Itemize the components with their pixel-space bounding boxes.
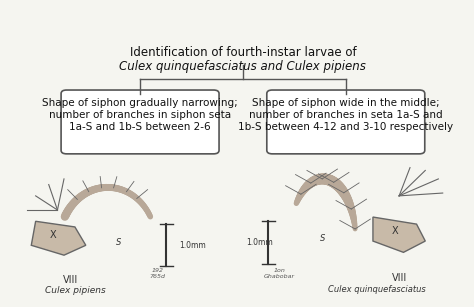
Text: S: S: [116, 238, 121, 247]
FancyBboxPatch shape: [61, 90, 219, 154]
Text: VIII: VIII: [392, 273, 407, 283]
Text: Culex quinquefasciatus and Culex pipiens: Culex quinquefasciatus and Culex pipiens: [119, 60, 366, 73]
Polygon shape: [373, 217, 425, 252]
Text: 1on
Ghabobar: 1on Ghabobar: [264, 268, 295, 279]
Text: 192
765d: 192 765d: [150, 268, 166, 279]
Text: Culex quinquefasciatus: Culex quinquefasciatus: [328, 285, 426, 294]
Text: 1.0mm: 1.0mm: [180, 241, 206, 250]
Text: Shape of siphon wide in the middle;
number of branches in seta 1a-S and
1b-S bet: Shape of siphon wide in the middle; numb…: [238, 98, 453, 131]
Text: Culex pipiens: Culex pipiens: [45, 286, 105, 295]
Polygon shape: [31, 221, 86, 255]
Text: VIII: VIII: [63, 275, 78, 286]
Text: Shape of siphon gradually narrowing;
number of branches in siphon seta
1a-S and : Shape of siphon gradually narrowing; num…: [42, 98, 238, 131]
Text: 1.0mm: 1.0mm: [246, 238, 273, 247]
Text: Identification of fourth-instar larvae of: Identification of fourth-instar larvae o…: [129, 46, 356, 59]
FancyBboxPatch shape: [267, 90, 425, 154]
Text: S: S: [320, 234, 326, 243]
Text: X: X: [50, 230, 56, 240]
Text: X: X: [392, 226, 398, 236]
